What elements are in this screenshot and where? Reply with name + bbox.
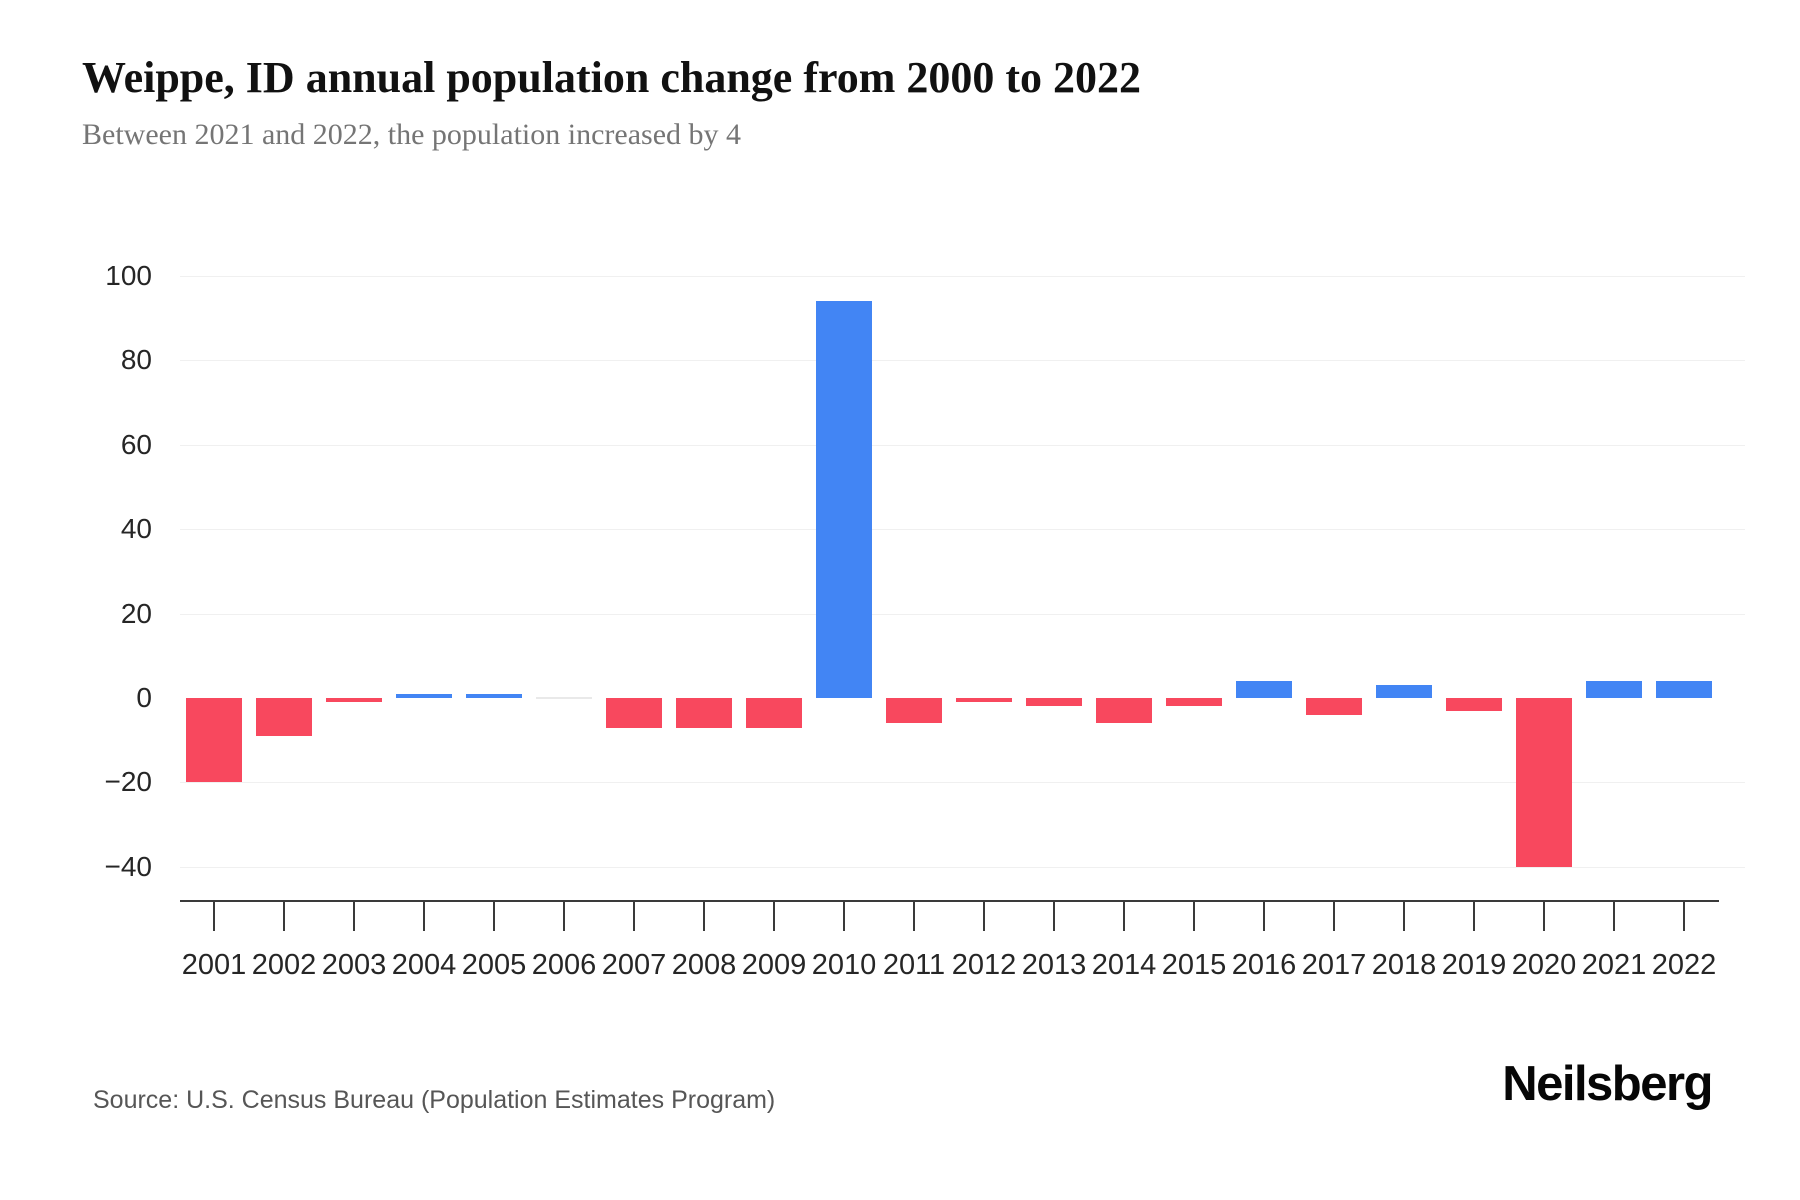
x-axis-tick-2008 (703, 902, 705, 931)
bar-2009[interactable] (746, 698, 802, 728)
y-axis-label-60: 60 (120, 428, 152, 460)
x-axis-tick-2001 (213, 902, 215, 931)
x-axis-label-2001: 2001 (181, 949, 247, 981)
x-axis-tick-2022 (1683, 902, 1685, 931)
x-axis-label-2007: 2007 (601, 949, 667, 981)
x-axis-tick-2013 (1053, 902, 1055, 931)
x-axis-label-2002: 2002 (251, 949, 317, 981)
gridline-80 (180, 360, 1745, 362)
y-axis-label-80: 80 (120, 344, 152, 376)
bar-2001[interactable] (186, 698, 242, 783)
bar-2008[interactable] (676, 698, 732, 728)
x-axis-label-2010: 2010 (811, 949, 877, 981)
x-axis-label-2020: 2020 (1511, 949, 1577, 981)
bar-2005[interactable] (466, 693, 522, 698)
x-axis-label-2009: 2009 (741, 949, 807, 981)
bar-2014[interactable] (1096, 698, 1152, 724)
bar-2003[interactable] (326, 698, 382, 703)
x-axis-line (180, 900, 1719, 902)
gridline-100 (180, 276, 1745, 277)
x-axis-tick-2004 (423, 902, 425, 931)
bar-2002[interactable] (256, 698, 312, 736)
x-axis-tick-2015 (1193, 902, 1195, 931)
x-axis-tick-2019 (1473, 902, 1475, 931)
x-axis-tick-2005 (493, 902, 495, 931)
x-axis-tick-2002 (283, 902, 285, 931)
x-axis-tick-2016 (1263, 902, 1265, 931)
x-axis-label-2018: 2018 (1371, 949, 1437, 981)
gridline--40 (180, 866, 1745, 868)
y-axis-label-100: 100 (105, 260, 152, 291)
chart-subtitle: Between 2021 and 2022, the population in… (82, 118, 742, 151)
x-axis-label-2013: 2013 (1021, 949, 1087, 981)
x-axis-label-2015: 2015 (1161, 949, 1227, 981)
bar-2022[interactable] (1656, 681, 1712, 698)
bar-2017[interactable] (1306, 698, 1362, 715)
x-axis-tick-2006 (563, 902, 565, 931)
x-axis-label-2017: 2017 (1301, 949, 1367, 981)
x-axis-label-2008: 2008 (671, 949, 737, 981)
x-axis-label-2014: 2014 (1091, 949, 1157, 981)
brand-logo: Neilsberg (1502, 1057, 1713, 1111)
x-axis-label-2021: 2021 (1581, 949, 1647, 981)
x-axis-tick-2003 (353, 902, 355, 931)
bar-2007[interactable] (606, 698, 662, 728)
bar-2010[interactable] (816, 301, 872, 698)
x-axis-tick-2020 (1543, 902, 1545, 931)
source-note: Source: U.S. Census Bureau (Population E… (93, 1086, 776, 1114)
x-axis-tick-2011 (913, 902, 915, 931)
x-axis-tick-2018 (1403, 902, 1405, 931)
bar-2004[interactable] (396, 693, 452, 698)
x-axis-label-2004: 2004 (391, 949, 457, 981)
y-axis-label-40: 40 (120, 513, 152, 545)
x-axis-label-2011: 2011 (882, 949, 946, 981)
x-axis-tick-2009 (773, 902, 775, 931)
y-axis-label--20: −20 (104, 766, 153, 798)
x-axis-tick-2010 (843, 902, 845, 931)
y-axis-label--40: −40 (104, 850, 153, 882)
gridline-20 (180, 613, 1745, 615)
x-axis-label-2012: 2012 (951, 949, 1017, 981)
chart-title: Weippe, ID annual population change from… (82, 53, 1142, 102)
x-axis-label-2006: 2006 (531, 949, 597, 981)
bar-2018[interactable] (1376, 685, 1432, 698)
bar-2013[interactable] (1026, 698, 1082, 707)
bar-2012[interactable] (956, 698, 1012, 703)
x-axis-tick-2012 (983, 902, 985, 931)
bar-2011[interactable] (886, 698, 942, 724)
x-axis-label-2003: 2003 (321, 949, 387, 981)
bar-2020[interactable] (1516, 698, 1572, 867)
x-axis-label-2022: 2022 (1651, 949, 1717, 981)
gridline-60 (180, 444, 1745, 446)
x-axis-tick-2021 (1613, 902, 1615, 931)
gridline--20 (180, 782, 1745, 784)
bar-2019[interactable] (1446, 698, 1502, 711)
y-axis-label-20: 20 (120, 597, 152, 629)
x-axis-label-2005: 2005 (461, 949, 527, 981)
y-axis-label-0: 0 (136, 682, 152, 713)
x-axis-label-2019: 2019 (1441, 949, 1507, 981)
gridline-40 (180, 529, 1745, 531)
x-axis-tick-2007 (633, 902, 635, 931)
bar-2015[interactable] (1166, 698, 1222, 707)
x-axis-tick-2017 (1333, 902, 1335, 931)
x-axis-tick-2014 (1123, 902, 1125, 931)
x-axis-label-2016: 2016 (1231, 949, 1297, 981)
bar-2021[interactable] (1586, 681, 1642, 698)
bar-2016[interactable] (1236, 681, 1292, 698)
bar-2006[interactable] (536, 697, 592, 699)
